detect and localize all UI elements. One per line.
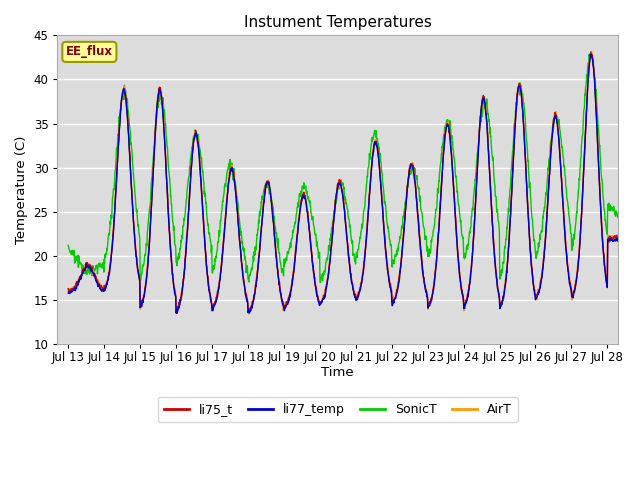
Text: EE_flux: EE_flux (66, 46, 113, 59)
Title: Instument Temperatures: Instument Temperatures (244, 15, 432, 30)
Legend: li75_t, li77_temp, SonicT, AirT: li75_t, li77_temp, SonicT, AirT (157, 397, 518, 422)
X-axis label: Time: Time (321, 366, 354, 379)
Y-axis label: Temperature (C): Temperature (C) (15, 135, 28, 244)
